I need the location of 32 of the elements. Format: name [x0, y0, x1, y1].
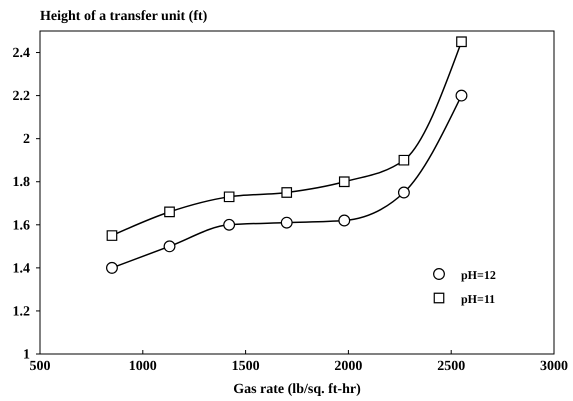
- y-tick-label: 2.2: [12, 89, 30, 104]
- y-tick-label: 1.4: [12, 261, 30, 276]
- point: [106, 262, 118, 274]
- point: [338, 176, 350, 188]
- legend-label: pH=11: [461, 292, 496, 306]
- y-tick-label: 2: [23, 132, 30, 148]
- point: [456, 90, 468, 102]
- x-tick-label: 3000: [540, 358, 568, 374]
- x-tick-label: 1500: [232, 358, 260, 374]
- y-tick-label: 1.2: [12, 304, 30, 320]
- point: [281, 187, 292, 198]
- point: [280, 216, 293, 229]
- x-tick-label: 1000: [128, 358, 157, 374]
- point: [223, 218, 236, 231]
- point: [338, 214, 350, 226]
- point: [224, 191, 234, 202]
- x-tick-label: 2500: [437, 358, 466, 374]
- point: [164, 240, 176, 252]
- x-axis-title: Gas rate (lb/sq. ft-hr): [233, 382, 362, 397]
- point: [398, 186, 410, 198]
- y-tick-label: 1.6: [12, 218, 30, 234]
- point: [398, 154, 410, 166]
- x-tick-label: 500: [30, 358, 50, 374]
- y-tick-label: 1.8: [12, 175, 30, 190]
- y-axis-title: Height of a transfer unit (ft): [40, 9, 208, 24]
- point: [456, 36, 467, 48]
- y-tick-label: 2.4: [12, 46, 30, 62]
- point: [106, 230, 118, 241]
- y-tick-label: 1: [23, 347, 30, 362]
- legend-label: pH=12: [461, 268, 496, 282]
- point: [164, 206, 175, 218]
- x-tick-label: 2000: [334, 358, 362, 374]
